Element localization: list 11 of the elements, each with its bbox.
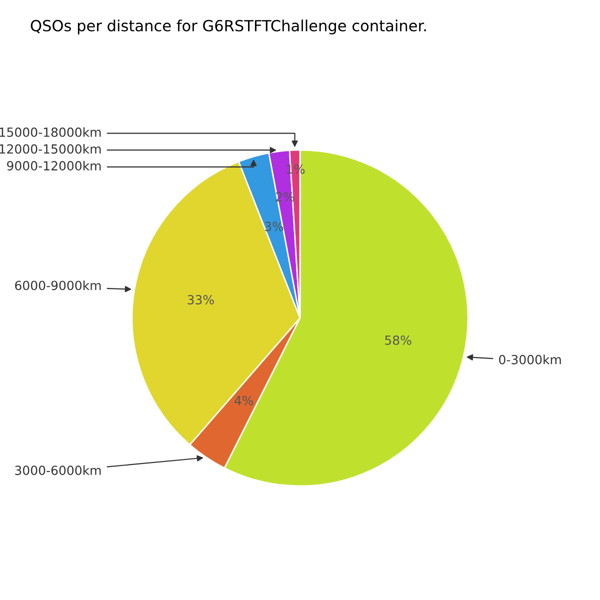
slice-label: 15000-18000km [0,127,101,137]
slice-label: 12000-15000km [0,144,101,154]
slice-label: 6000-9000km [15,280,101,290]
slice-label: 9000-12000km [7,160,101,171]
data-label: 1% [286,164,305,174]
slice-label: 0-3000km [499,354,561,364]
chart-title: QSOs per distance for G6RSTFTChallenge container. [30,20,426,34]
data-label: 4% [234,396,254,406]
slice-label: 3000-6000km [15,465,101,476]
data-label: 33% [188,295,214,304]
data-label: 58% [385,335,412,345]
